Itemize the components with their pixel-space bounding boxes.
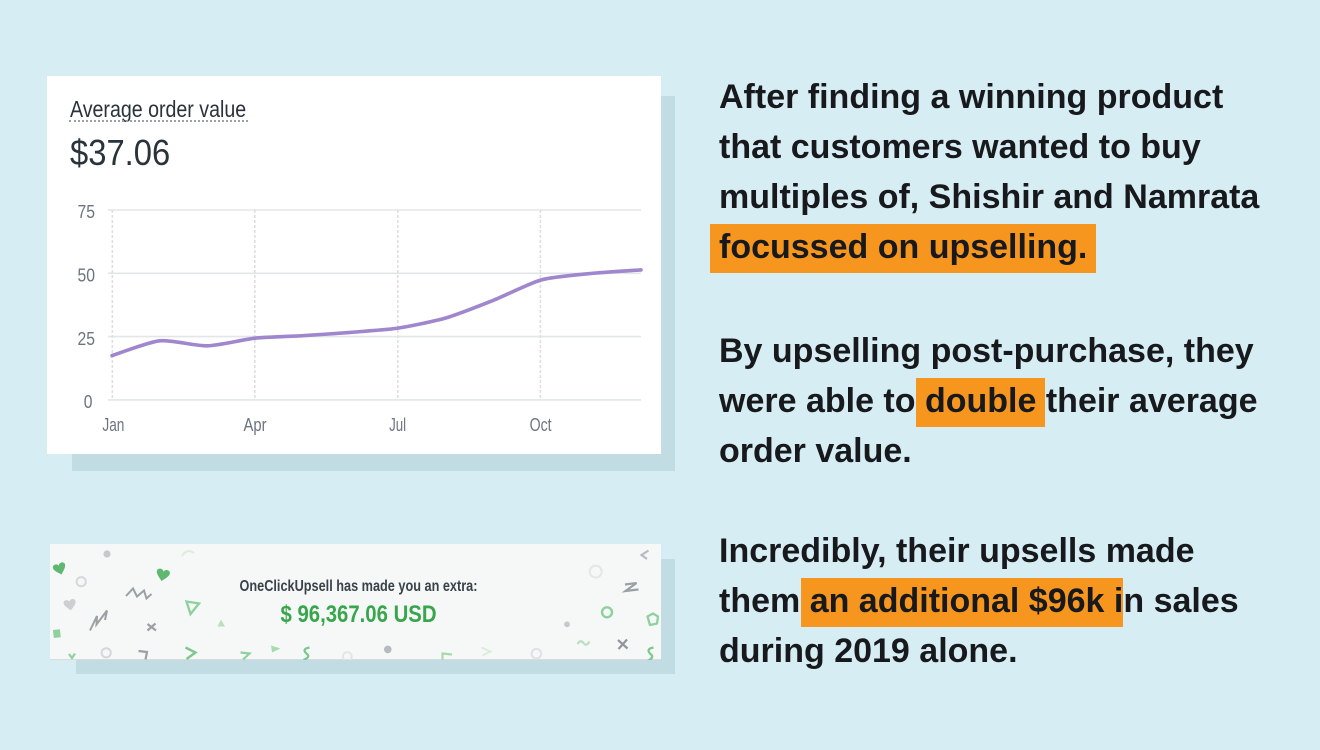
- svg-text:75: 75: [78, 202, 96, 222]
- svg-text:Oct: Oct: [530, 415, 552, 435]
- svg-text:Jan: Jan: [102, 415, 124, 435]
- svg-text:50: 50: [78, 266, 96, 286]
- svg-text:Apr: Apr: [244, 415, 267, 435]
- svg-text:25: 25: [78, 329, 96, 349]
- svg-text:0: 0: [84, 392, 93, 412]
- svg-text:Jul: Jul: [389, 415, 406, 435]
